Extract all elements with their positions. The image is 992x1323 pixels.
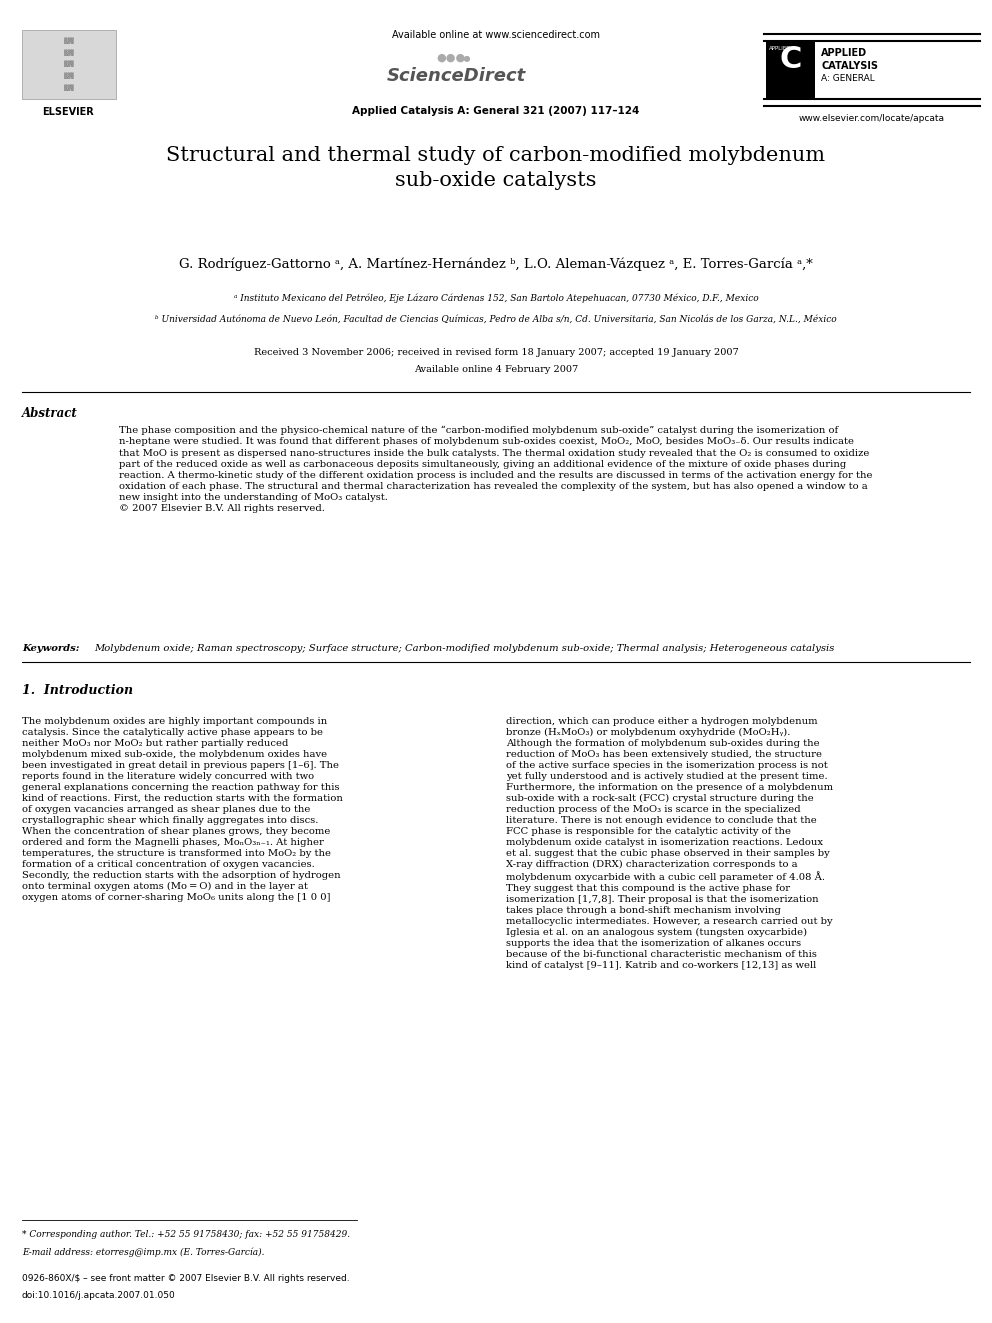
Text: ▓▓▓: ▓▓▓ bbox=[63, 49, 73, 56]
Text: ▓▓▓: ▓▓▓ bbox=[63, 73, 73, 79]
Text: A: GENERAL: A: GENERAL bbox=[821, 74, 875, 83]
Text: direction, which can produce either a hydrogen molybdenum
bronze (HₓMoO₃) or mol: direction, which can produce either a hy… bbox=[506, 717, 833, 970]
Text: Available online at www.sciencedirect.com: Available online at www.sciencedirect.co… bbox=[392, 30, 600, 41]
Text: * Corresponding author. Tel.: +52 55 91758430; fax: +52 55 91758429.: * Corresponding author. Tel.: +52 55 917… bbox=[22, 1230, 350, 1240]
Text: APPLIED: APPLIED bbox=[821, 48, 867, 58]
Text: ▓▓▓: ▓▓▓ bbox=[63, 61, 73, 67]
Text: 1.  Introduction: 1. Introduction bbox=[22, 684, 133, 697]
Text: E-mail address: etorresg@imp.mx (E. Torres-García).: E-mail address: etorresg@imp.mx (E. Torr… bbox=[22, 1248, 264, 1257]
Text: Molybdenum oxide; Raman spectroscopy; Surface structure; Carbon-modified molybde: Molybdenum oxide; Raman spectroscopy; Su… bbox=[94, 644, 834, 654]
Text: 0926-860X/$ – see front matter © 2007 Elsevier B.V. All rights reserved.: 0926-860X/$ – see front matter © 2007 El… bbox=[22, 1274, 349, 1283]
Text: ᵃ Instituto Mexicano del Petróleo, Eje Lázaro Cárdenas 152, San Bartolo Atepehua: ᵃ Instituto Mexicano del Petróleo, Eje L… bbox=[234, 294, 758, 303]
Text: CATALYSIS: CATALYSIS bbox=[821, 61, 878, 71]
Text: ●●●: ●●● bbox=[436, 53, 465, 64]
Text: ELSEVIER: ELSEVIER bbox=[43, 107, 94, 118]
Text: The phase composition and the physico-chemical nature of the “carbon-modified mo: The phase composition and the physico-ch… bbox=[119, 426, 873, 513]
Text: Applied Catalysis A: General 321 (2007) 117–124: Applied Catalysis A: General 321 (2007) … bbox=[352, 106, 640, 116]
Text: doi:10.1016/j.apcata.2007.01.050: doi:10.1016/j.apcata.2007.01.050 bbox=[22, 1291, 176, 1301]
Text: Available online 4 February 2007: Available online 4 February 2007 bbox=[414, 365, 578, 374]
Text: ▓▓▓: ▓▓▓ bbox=[63, 85, 73, 91]
Text: ScienceDirect: ScienceDirect bbox=[387, 67, 526, 86]
Text: Keywords:: Keywords: bbox=[22, 644, 79, 654]
Text: ▓▓▓: ▓▓▓ bbox=[63, 37, 73, 44]
Text: G. Rodríguez-Gattorno ᵃ, A. Martínez-Hernández ᵇ, L.O. Aleman-Vázquez ᵃ, E. Torr: G. Rodríguez-Gattorno ᵃ, A. Martínez-Her… bbox=[180, 258, 812, 271]
Text: www.elsevier.com/locate/apcata: www.elsevier.com/locate/apcata bbox=[799, 114, 945, 123]
Text: ᵇ Universidad Autónoma de Nuevo León, Facultad de Ciencias Químicas, Pedro de Al: ᵇ Universidad Autónoma de Nuevo León, Fa… bbox=[155, 315, 837, 324]
Text: ●●: ●● bbox=[456, 54, 471, 64]
Text: C: C bbox=[780, 45, 802, 74]
Text: Structural and thermal study of carbon-modified molybdenum
sub-oxide catalysts: Structural and thermal study of carbon-m… bbox=[167, 146, 825, 189]
Text: The molybdenum oxides are highly important compounds in
catalysis. Since the cat: The molybdenum oxides are highly importa… bbox=[22, 717, 342, 901]
Text: Received 3 November 2006; received in revised form 18 January 2007; accepted 19 : Received 3 November 2006; received in re… bbox=[254, 348, 738, 357]
Text: Abstract: Abstract bbox=[22, 407, 77, 421]
Text: APPLIED: APPLIED bbox=[769, 46, 792, 52]
